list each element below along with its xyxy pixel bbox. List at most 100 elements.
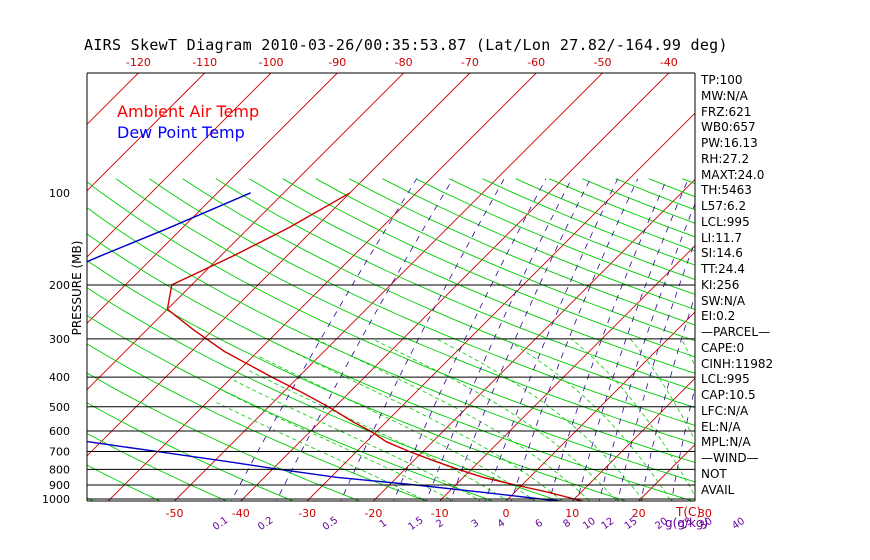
moist-adiabat-line <box>315 338 591 501</box>
index-value: LCL:995 <box>701 372 750 387</box>
isotherm-line <box>771 73 870 501</box>
pressure-tick-label: 600 <box>49 425 70 438</box>
index-value: TP:100 <box>701 73 743 87</box>
dry-adiabat-line <box>448 178 695 281</box>
isotherm-line <box>240 73 670 501</box>
mixing-ratio-tick-label: 0.5 <box>321 515 340 533</box>
index-value: EI:0.2 <box>701 309 736 324</box>
dry-adiabat-line <box>382 178 695 310</box>
dry-adiabat-line <box>282 178 695 358</box>
mixing-ratio-line <box>576 178 689 501</box>
index-value: TT:24.4 <box>701 262 745 276</box>
moist-adiabat-line <box>629 338 695 441</box>
moist-adiabat-line <box>372 338 618 501</box>
top-temp-tick-label: -90 <box>328 56 346 69</box>
mixing-ratio-tick-label: 3 <box>470 518 482 531</box>
isotherm-line <box>306 112 695 501</box>
mixing-ratio-tick-label: 2 <box>434 518 446 531</box>
chart-title: AIRS SkewT Diagram 2010-03-26/00:35:53.8… <box>84 36 728 54</box>
mixing-ratio-line <box>425 178 572 501</box>
bottom-temp-tick-label: -50 <box>166 507 184 520</box>
dry-adiabat-line <box>87 343 428 501</box>
mixing-ratio-line <box>640 294 695 501</box>
isotherm-line <box>174 73 603 501</box>
mixing-ratio-line <box>511 178 639 501</box>
index-value: RH:27.2 <box>701 151 750 166</box>
top-temp-tick-label: -40 <box>660 56 678 69</box>
index-value: SI:14.6 <box>701 246 743 261</box>
moist-adiabat-line <box>248 369 509 501</box>
isotherm-line <box>87 73 404 391</box>
mixing-ratio-line <box>275 178 454 501</box>
pressure-tick-label: 400 <box>49 371 70 384</box>
pressure-tick-label: 300 <box>49 333 70 346</box>
dry-adiabat-line <box>849 179 870 506</box>
mixing-ratio-tick-label: 6 <box>534 518 546 531</box>
dry-adiabat-line <box>149 178 695 426</box>
mixing-ratio-line <box>548 178 668 501</box>
dry-adiabat-line <box>348 178 695 326</box>
top-temp-tick-label: -80 <box>395 56 413 69</box>
mixing-ratio-tick-label: 40 <box>730 516 747 532</box>
bottom-temp-tick-label: 10 <box>565 507 579 520</box>
isotherm-line <box>505 311 695 501</box>
dry-adiabat-line <box>87 181 695 463</box>
legend-dew-point-temp: Dew Point Temp <box>117 123 245 142</box>
dew-point-temp-line <box>87 192 566 501</box>
chart-axes <box>86 72 696 502</box>
dry-adiabat-line <box>515 178 695 252</box>
index-value: CAPE:0 <box>701 340 745 355</box>
index-value: TH:5463 <box>701 183 752 198</box>
bottom-temp-tick-label: 20 <box>632 507 646 520</box>
index-value: EL:N/A <box>701 419 741 434</box>
moist-adiabat-line <box>233 380 482 501</box>
mixing-ratio-tick-label: 1.5 <box>406 515 425 533</box>
bottom-temp-tick-label: 0 <box>503 507 510 520</box>
dry-adiabat-line <box>87 207 695 483</box>
dry-adiabat-line <box>87 233 695 501</box>
bottom-temp-tick-label: -40 <box>232 507 250 520</box>
moist-adiabat-line <box>570 338 695 497</box>
index-value: KI:256 <box>701 277 740 292</box>
top-temp-tick-label: -50 <box>594 56 612 69</box>
mixing-ratio-line <box>393 178 547 501</box>
isotherm-line <box>0 73 6 501</box>
moist-adiabat-line <box>504 338 672 501</box>
bottom-temp-tick-label: -20 <box>364 507 382 520</box>
bottom-temp-tick-label: -30 <box>298 507 316 520</box>
index-value: AVAIL <box>701 482 735 497</box>
pressure-tick-label: 700 <box>49 446 70 459</box>
dry-adiabat-line <box>249 178 695 374</box>
dry-adiabat-line <box>749 179 870 506</box>
data-series <box>87 192 586 501</box>
index-value: LI:11.7 <box>701 230 742 245</box>
index-value: FRZ:621 <box>701 104 752 119</box>
index-value: SW:N/A <box>701 293 746 308</box>
pressure-tick-label: 1000 <box>42 493 70 506</box>
isotherm-line <box>87 73 338 324</box>
moist-adiabat-line <box>214 401 428 501</box>
mixing-ratio-tick-label: 12 <box>600 516 617 532</box>
top-temp-tick-label: -110 <box>192 56 217 69</box>
dry-adiabat-line <box>115 178 695 445</box>
mixing-unit-label: g(g/kg) <box>665 516 708 530</box>
moist-adiabat-line <box>436 338 645 501</box>
index-value: —PARCEL— <box>701 325 771 339</box>
pressure-tick-label: 200 <box>49 279 70 292</box>
x-axis-unit-label: T(C) <box>675 505 701 519</box>
isotherm-line <box>87 73 206 192</box>
mixing-ratio-tick-label: 1 <box>378 518 390 531</box>
ambient-air-temp-line <box>166 192 586 501</box>
index-value: NOT <box>701 466 727 481</box>
index-value: LFC:N/A <box>701 403 749 418</box>
chart-grid <box>0 73 870 506</box>
dry-adiabat-line <box>648 178 695 198</box>
isotherm-line <box>87 73 272 258</box>
index-value: MW:N/A <box>701 88 748 103</box>
dry-adiabat-line <box>0 179 35 506</box>
mixing-ratio-line <box>485 178 619 501</box>
isotherm-line <box>571 377 695 501</box>
top-temp-tick-label: -100 <box>259 56 284 69</box>
